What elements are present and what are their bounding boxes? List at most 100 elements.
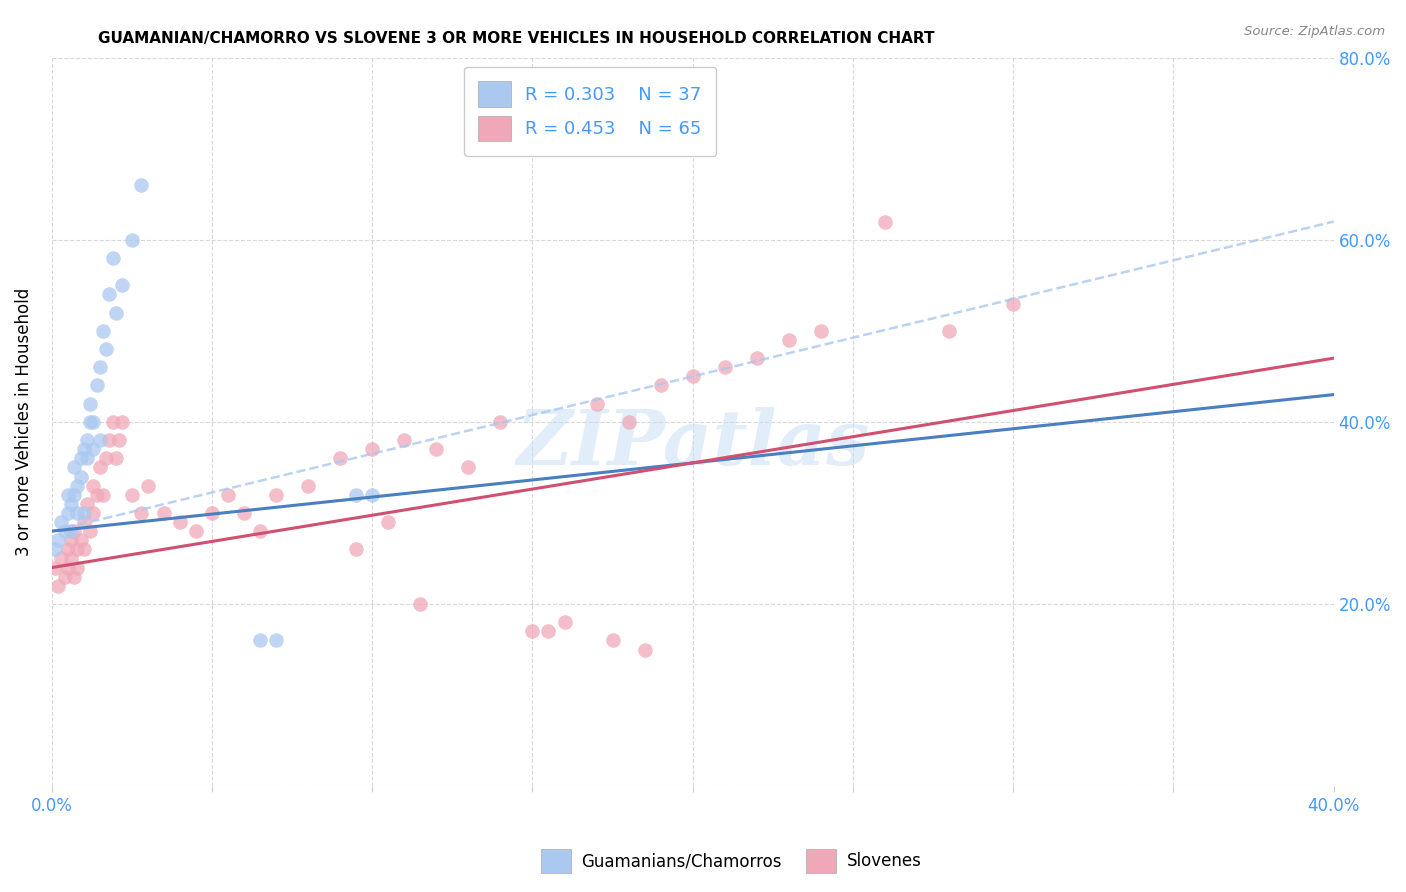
Point	[131, 178, 153, 193]
Point	[51, 515, 73, 529]
Point	[169, 515, 191, 529]
Point	[344, 542, 367, 557]
Point	[361, 488, 384, 502]
Point	[86, 488, 108, 502]
Point	[131, 506, 153, 520]
Point	[153, 506, 176, 520]
Point	[602, 633, 624, 648]
Point	[585, 397, 607, 411]
Point	[111, 415, 134, 429]
Point	[96, 451, 118, 466]
Point	[98, 433, 121, 447]
Point	[89, 433, 111, 447]
Point	[56, 488, 79, 502]
Point	[59, 551, 82, 566]
Point	[59, 533, 82, 548]
Point	[91, 488, 114, 502]
Point	[264, 488, 287, 502]
Point	[682, 369, 704, 384]
Point	[79, 397, 101, 411]
Y-axis label: 3 or more Vehicles in Household: 3 or more Vehicles in Household	[15, 288, 32, 556]
Point	[233, 506, 256, 520]
Point	[650, 378, 672, 392]
Point	[91, 324, 114, 338]
Point	[59, 524, 82, 538]
Point	[108, 433, 131, 447]
Point	[56, 506, 79, 520]
Point	[79, 524, 101, 538]
Point	[136, 478, 159, 492]
Point	[56, 542, 79, 557]
Point	[69, 451, 91, 466]
Legend: Guamanians/Chamorros, Slovenes: Guamanians/Chamorros, Slovenes	[534, 842, 928, 880]
Point	[66, 478, 89, 492]
Point	[121, 488, 143, 502]
Point	[73, 442, 96, 457]
Point	[73, 542, 96, 557]
Point	[53, 570, 76, 584]
Point	[46, 579, 69, 593]
Point	[66, 506, 89, 520]
Point	[264, 633, 287, 648]
Point	[101, 251, 124, 265]
Point	[69, 533, 91, 548]
Legend: R = 0.303    N = 37, R = 0.453    N = 65: R = 0.303 N = 37, R = 0.453 N = 65	[464, 67, 716, 156]
Point	[76, 497, 98, 511]
Point	[82, 415, 104, 429]
Point	[457, 460, 479, 475]
Point	[111, 278, 134, 293]
Point	[633, 642, 655, 657]
Point	[82, 506, 104, 520]
Point	[361, 442, 384, 457]
Point	[82, 442, 104, 457]
Point	[89, 360, 111, 375]
Point	[745, 351, 768, 366]
Point	[810, 324, 832, 338]
Point	[394, 433, 416, 447]
Point	[249, 524, 271, 538]
Point	[82, 478, 104, 492]
Point	[76, 451, 98, 466]
Point	[73, 506, 96, 520]
Point	[66, 542, 89, 557]
Point	[76, 433, 98, 447]
Point	[66, 560, 89, 574]
Point	[104, 305, 127, 319]
Point	[69, 469, 91, 483]
Point	[59, 497, 82, 511]
Point	[63, 460, 86, 475]
Point	[184, 524, 207, 538]
Point	[79, 415, 101, 429]
Text: GUAMANIAN/CHAMORRO VS SLOVENE 3 OR MORE VEHICLES IN HOUSEHOLD CORRELATION CHART: GUAMANIAN/CHAMORRO VS SLOVENE 3 OR MORE …	[98, 31, 935, 46]
Point	[63, 488, 86, 502]
Point	[98, 287, 121, 301]
Point	[56, 560, 79, 574]
Point	[101, 415, 124, 429]
Point	[344, 488, 367, 502]
Point	[377, 515, 399, 529]
Point	[522, 624, 544, 639]
Point	[553, 615, 575, 630]
Point	[297, 478, 319, 492]
Point	[89, 460, 111, 475]
Point	[73, 515, 96, 529]
Point	[44, 542, 66, 557]
Point	[53, 524, 76, 538]
Point	[63, 524, 86, 538]
Point	[104, 451, 127, 466]
Point	[96, 342, 118, 356]
Text: ZIPatlas: ZIPatlas	[516, 407, 869, 481]
Point	[778, 333, 800, 347]
Point	[425, 442, 447, 457]
Point	[713, 360, 735, 375]
Point	[873, 214, 896, 228]
Point	[249, 633, 271, 648]
Point	[938, 324, 960, 338]
Point	[121, 233, 143, 247]
Point	[86, 378, 108, 392]
Point	[489, 415, 512, 429]
Text: Source: ZipAtlas.com: Source: ZipAtlas.com	[1244, 25, 1385, 38]
Point	[329, 451, 352, 466]
Point	[1002, 296, 1025, 310]
Point	[409, 597, 432, 611]
